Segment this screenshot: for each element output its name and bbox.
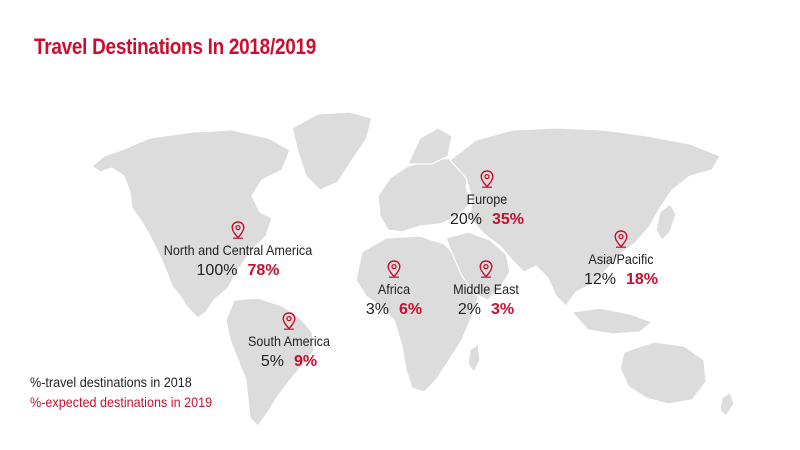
region-name: Middle East bbox=[453, 281, 519, 297]
value-2019: 18% bbox=[626, 271, 659, 288]
region-middle-east: Middle East 2% 3% bbox=[444, 260, 528, 319]
value-2019: 3% bbox=[491, 301, 515, 318]
value-2018: 100% bbox=[196, 262, 238, 279]
region-name: Asia/Pacific bbox=[588, 251, 654, 267]
map-pin-icon bbox=[479, 260, 493, 278]
region-north-central-america: North and Central America 100% 78% bbox=[146, 221, 330, 280]
map-pin-icon bbox=[231, 221, 245, 239]
page-title: Travel Destinations In 2018/2019 bbox=[34, 34, 317, 59]
landmass-greenland bbox=[291, 111, 373, 191]
map-pin-icon bbox=[480, 170, 494, 188]
map-pin-icon bbox=[387, 260, 401, 278]
landmass-new-zealand bbox=[719, 391, 735, 417]
landmass-japan bbox=[655, 203, 677, 241]
region-name: South America bbox=[248, 333, 330, 349]
value-2018: 3% bbox=[365, 301, 389, 318]
legend-item-2019: %-expected destinations in 2019 bbox=[30, 394, 213, 410]
legend: %-travel destinations in 2018 %-expected… bbox=[30, 372, 232, 412]
landmass-middle-east bbox=[445, 231, 511, 301]
region-south-america: South America 5% 9% bbox=[230, 312, 348, 371]
region-europe: Europe 20% 35% bbox=[440, 170, 534, 229]
landmass-africa bbox=[355, 235, 481, 393]
region-name: North and Central America bbox=[163, 242, 313, 258]
landmass-north-america bbox=[91, 129, 291, 319]
landmass-indonesia bbox=[570, 307, 654, 335]
region-africa: Africa 3% 6% bbox=[352, 260, 436, 319]
map-pin-icon bbox=[282, 312, 296, 330]
landmass-madagascar bbox=[467, 342, 481, 374]
value-2019: 6% bbox=[399, 301, 423, 318]
region-asia-pacific: Asia/Pacific 12% 18% bbox=[574, 230, 668, 289]
map-pin-icon bbox=[614, 230, 628, 248]
value-2019: 78% bbox=[247, 262, 280, 279]
legend-item-2018: %-travel destinations in 2018 bbox=[30, 374, 192, 390]
value-2018: 12% bbox=[583, 271, 616, 288]
value-2018: 5% bbox=[260, 353, 284, 370]
landmass-south-america bbox=[225, 297, 315, 427]
landmass-scandinavia bbox=[407, 127, 453, 165]
landmass-australia bbox=[619, 341, 707, 405]
region-name: Europe bbox=[466, 191, 508, 207]
landmass-asia bbox=[449, 127, 721, 307]
value-2019: 35% bbox=[492, 211, 525, 228]
value-2019: 9% bbox=[294, 353, 318, 370]
value-2018: 2% bbox=[457, 301, 481, 318]
region-name: Africa bbox=[377, 281, 411, 297]
value-2018: 20% bbox=[449, 211, 482, 228]
